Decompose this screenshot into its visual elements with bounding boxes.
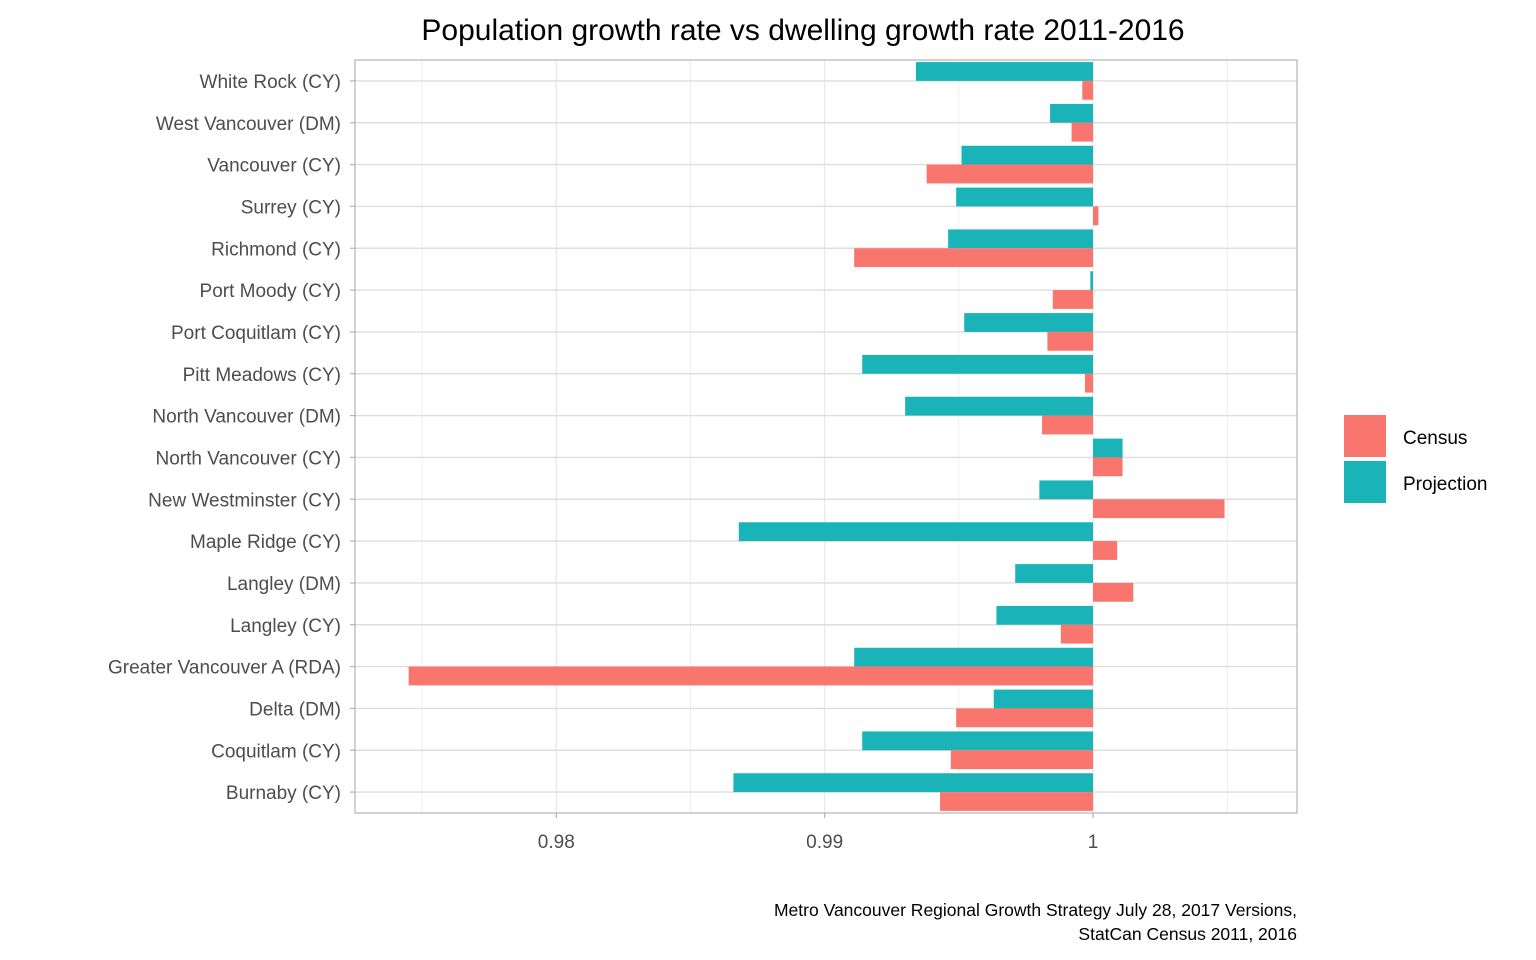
category-label: Vancouver (CY) [207,156,341,177]
chart-title: Population growth rate vs dwelling growt… [421,14,1184,47]
caption-line-1: Metro Vancouver Regional Growth Strategy… [774,900,1297,920]
category-axis: White Rock (CY) West Vancouver (DM) Vancou… [108,72,355,804]
category-label: White Rock (CY) [200,72,341,93]
legend-label-census: Census [1403,428,1467,449]
bar-projection [738,522,1094,542]
category-label: West Vancouver (DM) [156,114,341,135]
x-tick-label: 1 [1088,832,1099,853]
bar-census [1042,415,1094,435]
category-label: North Vancouver (DM) [152,407,341,428]
category-label: Maple Ridge (CY) [190,532,341,553]
category-label: Port Coquitlam (CY) [171,323,341,344]
bar-census [1052,290,1094,309]
bar-projection [1039,480,1094,500]
bar-projection [948,229,1094,249]
bar-projection [862,731,1094,751]
bar-projection [733,773,1094,793]
bar-census [950,750,1094,770]
bar-projection [964,313,1094,332]
plot-panel [354,59,1298,814]
bar-census [1093,499,1225,519]
category-label: Greater Vancouver A (RDA) [108,658,341,679]
category-label: Burnaby (CY) [226,783,341,804]
bar-census [1093,541,1118,560]
bar-projection [1050,103,1094,123]
category-label: Richmond (CY) [211,239,341,260]
category-label: Pitt Meadows (CY) [183,365,341,386]
bar-census [1093,582,1134,602]
bar-census [940,792,1094,811]
bar-projection [915,62,1094,81]
caption-line-2: StatCan Census 2011, 2016 [1078,924,1297,944]
bar-census [926,164,1094,184]
bar-projection [956,187,1094,207]
category-label: Langley (CY) [230,616,341,637]
bar-census [1084,373,1094,393]
category-label: Delta (DM) [249,699,341,720]
bar-projection [993,689,1094,709]
bar-projection [1015,564,1094,583]
category-label: New Westminster (CY) [148,490,341,511]
category-label: North Vancouver (CY) [156,448,342,469]
bar-projection [905,396,1094,416]
bar-projection [854,647,1094,667]
legend-swatch-projection [1344,461,1386,503]
bar-projection [1093,438,1123,458]
x-tick-label: 0.99 [806,832,843,853]
legend-swatch-census [1344,415,1386,457]
bar-census [1093,206,1099,226]
bar-projection [996,605,1094,625]
bar-census [1047,331,1094,351]
panel-border [354,59,1298,814]
category-label: Port Moody (CY) [200,281,341,302]
bar-census [956,708,1094,728]
x-axis: 0.98 0.99 1 [538,813,1099,853]
bar-census [1071,122,1094,142]
x-tick-label: 0.98 [538,832,575,853]
bar-census [1082,80,1094,100]
category-label: Langley (DM) [227,574,341,595]
category-label: Surrey (CY) [241,197,341,218]
category-label: Coquitlam (CY) [211,741,341,762]
bar-projection [1090,271,1094,291]
bar-census [408,666,1094,686]
bar-census [854,248,1094,268]
legend: Census Projection [1344,415,1488,503]
bar-projection [961,145,1094,165]
bar-census [1093,457,1123,477]
bar-projection [862,354,1094,374]
legend-label-projection: Projection [1403,474,1488,495]
bar-census [1060,624,1094,644]
